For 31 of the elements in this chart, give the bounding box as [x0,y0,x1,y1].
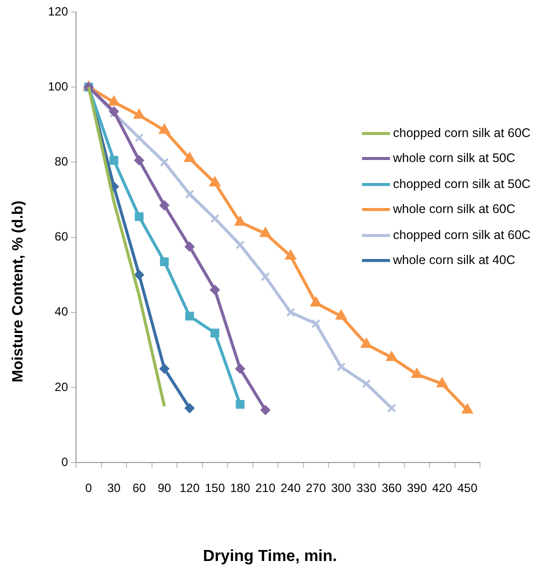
x-tick-label: 330 [356,481,377,496]
x-tick-label: 150 [204,481,226,496]
x-tick-label: 360 [382,481,402,496]
y-tick-label: 100 [48,79,68,94]
x-tick-label: 30 [107,481,121,496]
x-tick-label: 0 [85,481,92,496]
y-tick-label: 80 [54,154,68,169]
legend-label: whole corn silk at 50C [393,151,516,166]
x-tick-label: 90 [158,481,172,496]
x-tick-label: 210 [255,481,276,496]
x-tick-label: 240 [280,481,301,496]
y-tick-label: 60 [54,230,68,244]
x-tick-label: 180 [230,481,250,496]
y-tick-label: 20 [54,380,68,394]
x-tick-label: 60 [132,481,146,496]
legend-label: chopped corn silk at 50C [393,176,531,191]
legend-label: whole corn silk at 40C [393,253,516,268]
legend-label: chopped corn silk at 60C [393,228,531,242]
legend-label: chopped corn silk at 60C [393,126,531,140]
x-tick-label: 390 [406,481,428,496]
x-tick-label: 270 [306,481,326,496]
y-tick-label: 120 [48,4,68,18]
x-tick-label: 120 [180,481,200,496]
x-axis-title: Drying Time, min. [202,548,338,566]
x-tick-label: 450 [457,481,478,496]
y-tick-label: 0 [61,454,68,469]
legend-label: whole corn silk at 60C [393,202,516,216]
y-tick-label: 40 [54,304,68,319]
y-axis-title: Moisture Content, % (d.b) [10,200,26,384]
x-tick-label: 300 [331,481,352,496]
x-tick-label: 420 [432,481,452,496]
